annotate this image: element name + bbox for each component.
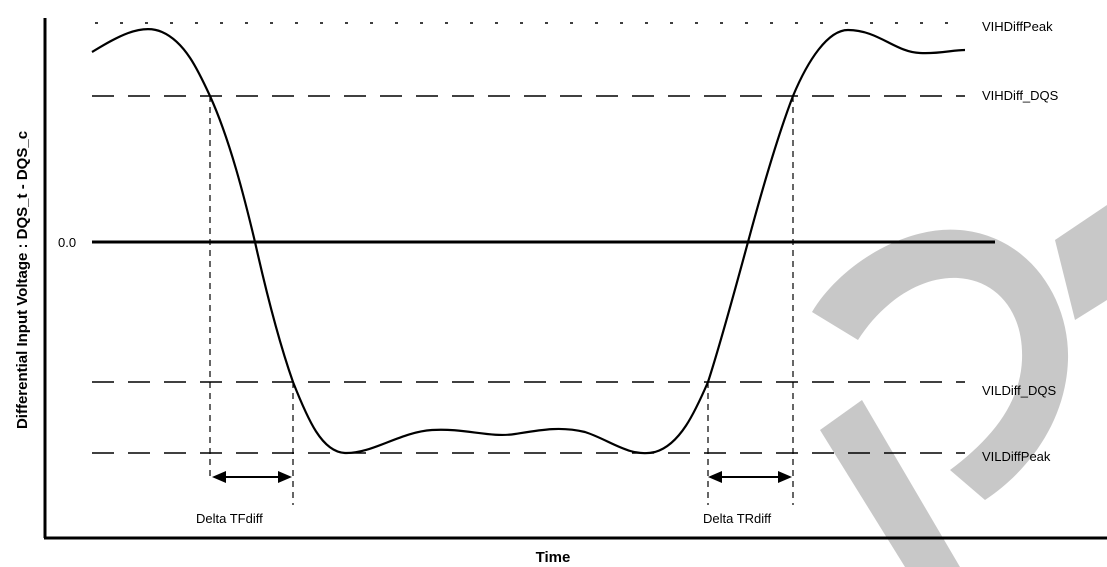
y-axis-title: Differential Input Voltage : DQS_t - DQS… [14, 131, 31, 429]
differential-waveform [91, 28, 966, 455]
vih-diff-peak-label: VIHDiffPeak [982, 19, 1053, 34]
watermark-logo [812, 205, 1107, 567]
delta-trdiff-label: Delta TRdiff [703, 511, 772, 526]
vih-diff-dqs-label: VIHDiff_DQS [982, 88, 1059, 103]
x-axis-title: Time [536, 549, 571, 566]
delta-tfdiff-arrow [212, 471, 292, 483]
vil-diff-dqs-label: VILDiff_DQS [982, 383, 1057, 398]
delta-trdiff-arrow [708, 471, 792, 483]
zero-level-label: 0.0 [58, 235, 76, 250]
delta-tfdiff-label: Delta TFdiff [196, 511, 263, 526]
vil-diff-peak-label: VILDiffPeak [982, 449, 1051, 464]
